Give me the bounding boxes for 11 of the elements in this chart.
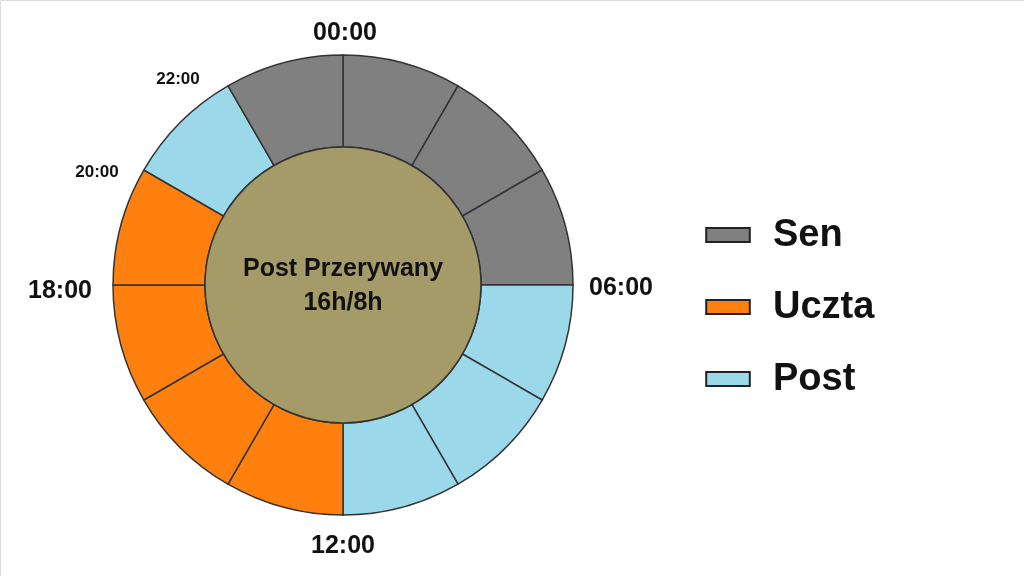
text: 12:00	[311, 530, 375, 558]
legend-label: Uczta	[773, 284, 876, 326]
text: 20:00	[75, 162, 119, 181]
text: 16h/8h	[303, 287, 383, 315]
text: 00:00	[313, 17, 377, 45]
legend-label: Post	[773, 356, 856, 398]
text: 22:00	[156, 69, 200, 88]
text: 18:00	[28, 275, 92, 303]
text: Post Przerywany	[242, 253, 444, 281]
legend-label: Sen	[773, 212, 843, 254]
text: 06:00	[589, 272, 653, 300]
